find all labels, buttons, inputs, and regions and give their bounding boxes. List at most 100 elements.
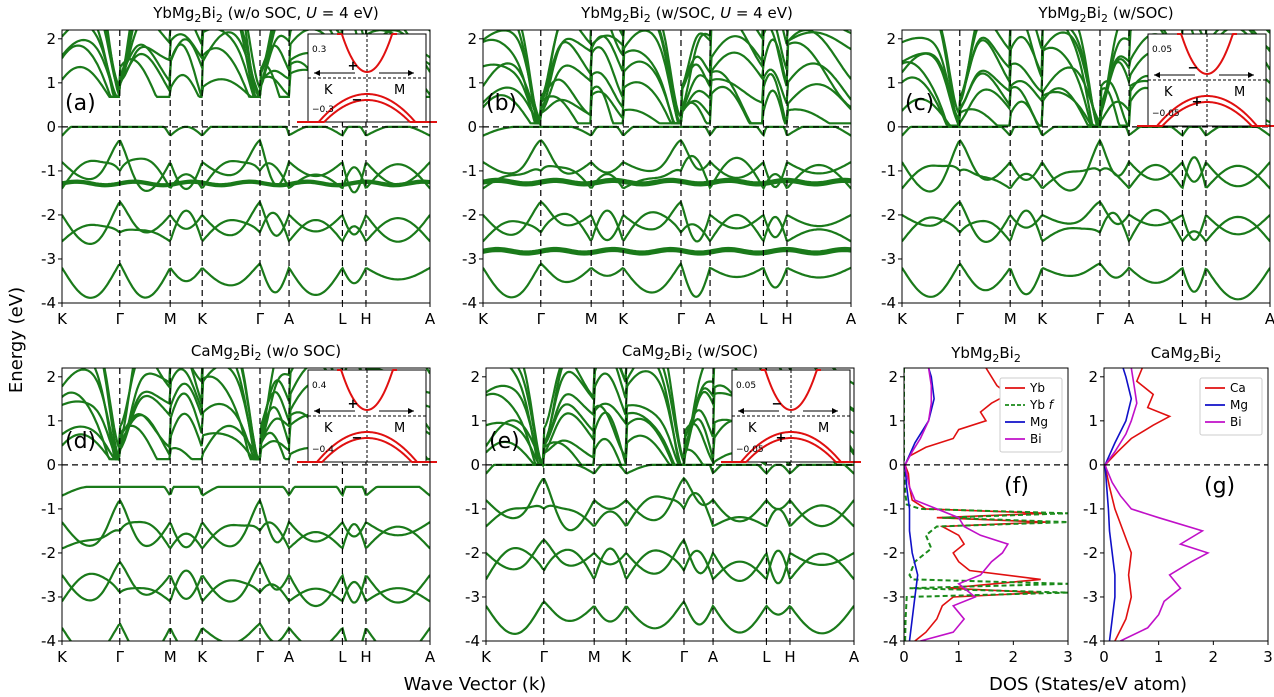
band-line (486, 463, 854, 475)
kpoint-label: K (57, 648, 68, 666)
y-tick-label: -4 (881, 294, 896, 312)
kpoint-label: M (588, 648, 601, 666)
inset-tick: −0.05 (736, 445, 764, 455)
y-tick-label: 1 (888, 412, 898, 430)
kpoint-label: H (360, 648, 371, 666)
kpoint-label: Γ (680, 648, 689, 666)
legend-entry: Yb f (1029, 398, 1055, 412)
y-tick-label: -4 (1083, 632, 1098, 650)
band-line (483, 138, 851, 189)
inset-tick: 0.05 (1152, 45, 1172, 55)
axes-frame-b (482, 29, 852, 304)
band-line (486, 476, 854, 532)
kpoint-label: K (481, 648, 492, 666)
y-tick-label: -2 (462, 206, 477, 224)
arrow-head (1248, 72, 1254, 78)
title-part: 2 (992, 352, 999, 365)
band-line (62, 485, 430, 498)
y-tick-label: 2 (886, 30, 896, 48)
y-axis-label: Energy (eV) (6, 287, 27, 393)
band-panel-a: K Γ M K Γ A L H A (a) 0.3 −0.3 K M + − (57, 30, 437, 328)
band-line (62, 520, 430, 550)
inset-parity-lower: − (352, 431, 363, 446)
inset-tick: −0.3 (312, 105, 334, 115)
flat-band (62, 180, 430, 188)
inset-parity-lower: − (352, 93, 363, 108)
y-tick-label: -2 (465, 544, 480, 562)
kpoint-label: M (164, 648, 177, 666)
y-tick-label: -2 (41, 544, 56, 562)
y-tick-label: 0 (1088, 456, 1098, 474)
title-part: 2 (664, 350, 671, 363)
y-tick-label: -3 (883, 588, 898, 606)
arrow-head (1154, 72, 1160, 78)
band-line (902, 125, 1270, 137)
x-tick-label: 3 (1063, 648, 1073, 666)
legend-entry: Mg (1230, 398, 1248, 412)
y-tick-label: 1 (886, 74, 896, 92)
dos-series-bi (904, 368, 1010, 641)
y-tick-label: 1 (467, 74, 477, 92)
panel-label-e: (e) (489, 429, 520, 454)
band-line (486, 547, 854, 581)
band-line (902, 138, 1270, 193)
legend-text: Mg (1030, 415, 1048, 429)
y-tick-label: -2 (883, 544, 898, 562)
inset-valence (721, 430, 861, 463)
legend-italic: f (1049, 398, 1055, 412)
kpoint-label: Γ (256, 310, 265, 328)
inset-tick: −0.4 (312, 445, 334, 455)
y-tick-label: -3 (41, 588, 56, 606)
band-line (483, 209, 851, 243)
y-tick-label: -2 (881, 206, 896, 224)
inset-conduction (337, 33, 397, 74)
band-panel-e: K Γ M K Γ A L H A (e) 0.05 −0.05 K M − + (481, 368, 861, 666)
title-part: Bi (629, 4, 643, 22)
inset-m-label: M (818, 421, 829, 436)
y-tick-label: 1 (470, 412, 480, 430)
y-tick-label: 0 (886, 118, 896, 136)
dos-lines-f (904, 368, 1068, 641)
band-line (486, 599, 854, 636)
kpoint-label: Γ (116, 648, 125, 666)
y-tick-label: -3 (462, 250, 477, 268)
band-line (483, 125, 851, 138)
axes-frame-a (61, 29, 431, 304)
kpoint-label: A (1265, 310, 1274, 328)
kpoint-label: K (618, 310, 629, 328)
panel-title-f: YbMg2Bi2 (950, 344, 1021, 365)
axes-frame-f (903, 367, 1069, 642)
kpoint-label: A (705, 310, 716, 328)
inset-valence (1137, 94, 1274, 127)
title-part: Bi (1200, 344, 1214, 362)
band-line (902, 200, 1270, 244)
kpoint-label: A (846, 310, 857, 328)
panel-title-b: YbMg2Bi2 (w/SOC, U = 4 eV) (580, 4, 793, 25)
bands-e (486, 368, 854, 636)
legend-entry: Yb (1029, 381, 1045, 395)
panel-label-g: (g) (1204, 474, 1235, 499)
y-tick-label: 0 (467, 118, 477, 136)
inset-c: 0.05 −0.05 K M − + (1137, 33, 1274, 127)
y-tick-label: 2 (467, 30, 477, 48)
band-line (62, 261, 430, 299)
panel-title-a: YbMg2Bi2 (w/o SOC, U = 4 eV) (152, 4, 379, 25)
inset-m-label: M (394, 83, 405, 98)
kpoint-label: M (164, 310, 177, 328)
legend-text: Bi (1030, 432, 1042, 446)
inset-d: 0.4 −0.4 K M + − (297, 369, 437, 463)
title-part: 2 (1101, 12, 1108, 25)
y-tick-label: -1 (883, 500, 898, 518)
y-tick-label: -4 (883, 632, 898, 650)
title-part: CaMg (622, 342, 664, 360)
dos-lines-g (1104, 368, 1210, 641)
title-part: 2 (1214, 352, 1221, 365)
title-part: 2 (216, 12, 223, 25)
band-line (522, 368, 791, 468)
y-tick-label: -2 (41, 206, 56, 224)
arrow-head (408, 70, 414, 76)
inset-k-label: K (1164, 85, 1173, 100)
y-tick-label: -3 (1083, 588, 1098, 606)
band-line (62, 157, 430, 190)
